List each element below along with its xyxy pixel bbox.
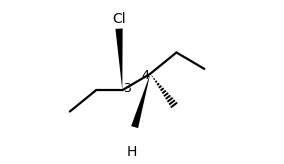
Text: 3: 3 <box>123 82 131 95</box>
Text: H: H <box>126 145 137 159</box>
Polygon shape <box>131 74 150 128</box>
Text: Cl: Cl <box>112 12 126 26</box>
Text: 4: 4 <box>141 69 149 82</box>
Polygon shape <box>115 29 123 90</box>
